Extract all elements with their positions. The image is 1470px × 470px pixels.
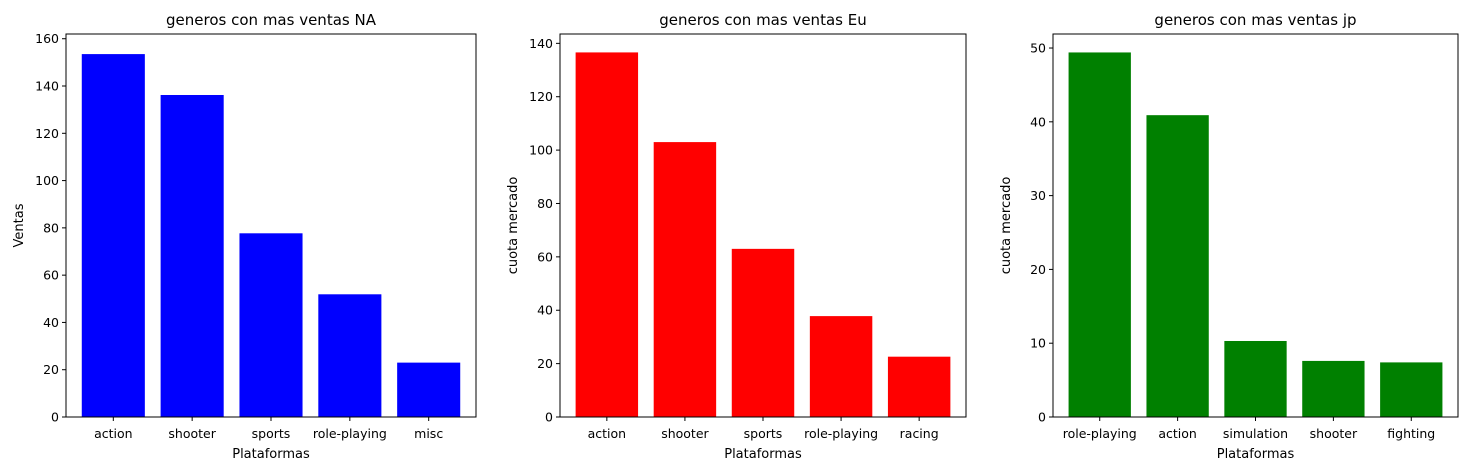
x-tick-label-action: action — [1158, 426, 1196, 441]
x-axis-label: Plataformas — [1217, 447, 1295, 462]
y-tick-label: 0 — [1038, 410, 1046, 425]
y-tick-label: 10 — [1030, 336, 1046, 351]
y-axis-label: cuota mercado — [506, 177, 521, 275]
y-tick-label: 20 — [537, 356, 553, 371]
bar-simulation — [1224, 340, 1287, 417]
x-tick-label-fighting: fighting — [1387, 426, 1435, 441]
bar-racing — [887, 356, 951, 417]
y-tick-label: 140 — [529, 36, 553, 51]
y-tick-label: 40 — [43, 315, 59, 330]
x-tick-label-sports: sports — [252, 426, 291, 441]
chart-title: generos con mas ventas Eu — [659, 11, 866, 29]
chart-panel-1: 0 20 40 60 80 100 120 140 160 action shooter sports… — [12, 11, 477, 462]
y-tick-label: 30 — [1030, 188, 1046, 203]
y-tick-label: 20 — [43, 362, 59, 377]
x-tick-label-shooter: shooter — [168, 426, 216, 441]
y-tick-label: 160 — [35, 31, 59, 46]
bar-role-playing — [1068, 52, 1131, 417]
y-tick-label: 140 — [35, 79, 59, 94]
x-tick-label-role-playing: role-playing — [313, 426, 387, 441]
x-tick-label-sports: sports — [744, 426, 783, 441]
bar-role-playing — [318, 294, 382, 417]
x-tick-label-action: action — [588, 426, 626, 441]
chart-panel-2: 0 20 40 60 80 100 120 140 action shooter sports rol… — [506, 11, 967, 462]
bar-shooter — [160, 94, 224, 417]
chart-title: generos con mas ventas NA — [166, 11, 377, 29]
bar-shooter — [653, 142, 717, 418]
x-tick-label-racing: racing — [900, 426, 939, 441]
bar-role-playing — [809, 316, 873, 417]
x-tick-label-misc: misc — [414, 426, 443, 441]
y-tick-label: 50 — [1030, 41, 1046, 56]
x-axis-label: Plataformas — [724, 447, 802, 462]
y-tick-label: 0 — [51, 410, 59, 425]
y-tick-label: 100 — [529, 143, 553, 158]
y-tick-label: 60 — [537, 249, 553, 264]
bar-sports — [239, 233, 303, 417]
x-tick-label-simulation: simulation — [1223, 426, 1288, 441]
bar-misc — [397, 362, 461, 417]
bar-action — [575, 52, 639, 418]
y-tick-label: 120 — [529, 89, 553, 104]
bar-action — [81, 54, 145, 418]
y-tick-label: 20 — [1030, 262, 1046, 277]
y-axis-label: Ventas — [12, 203, 27, 247]
bar-fighting — [1380, 362, 1443, 417]
x-tick-label-shooter: shooter — [1310, 426, 1358, 441]
bar-shooter — [1302, 360, 1365, 417]
y-tick-label: 100 — [35, 173, 59, 188]
x-axis-label: Plataformas — [232, 447, 310, 462]
y-tick-label: 120 — [35, 126, 59, 141]
y-tick-label: 80 — [537, 196, 553, 211]
bar-sports — [731, 248, 795, 417]
x-tick-label-shooter: shooter — [661, 426, 709, 441]
y-tick-label: 40 — [537, 303, 553, 318]
chart-title: generos con mas ventas jp — [1154, 11, 1356, 29]
y-tick-label: 60 — [43, 268, 59, 283]
x-tick-label-role-playing: role-playing — [804, 426, 878, 441]
y-tick-label: 40 — [1030, 114, 1046, 129]
y-tick-label: 80 — [43, 220, 59, 235]
x-tick-label-role-playing: role-playing — [1063, 426, 1137, 441]
x-tick-label-action: action — [94, 426, 132, 441]
bar-action — [1146, 115, 1209, 417]
chart-panel-3: 0 10 20 30 40 50 role-playing action simulation s… — [999, 11, 1459, 462]
y-axis-label: cuota mercado — [999, 177, 1014, 275]
y-tick-label: 0 — [545, 410, 553, 425]
